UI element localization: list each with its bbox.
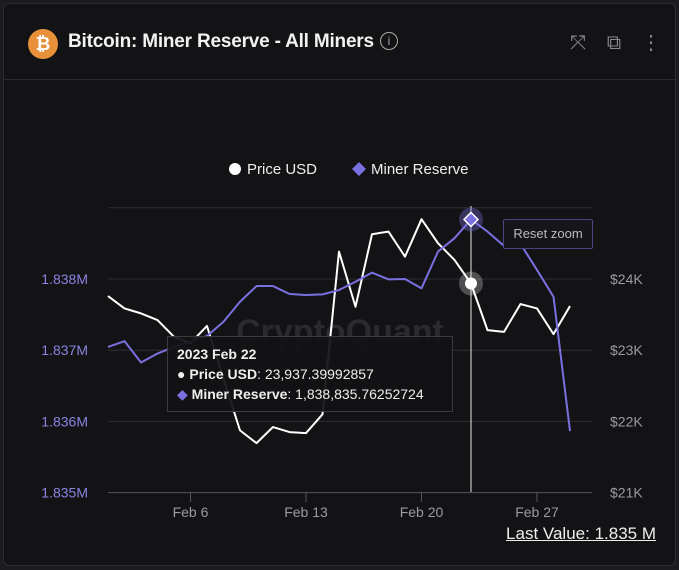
tooltip-reserve-row: ◆ Miner Reserve: 1,838,835.76252724 — [177, 386, 424, 402]
card-header: ₿ Bitcoin: Miner Reserve - All Miners i ⤧… — [4, 4, 675, 80]
tooltip: 2023 Feb 22 ● Price USD: 23,937.39992857… — [167, 336, 453, 412]
chart-title: Bitcoin: Miner Reserve - All Miners i — [68, 31, 398, 53]
tooltip-price-row: ● Price USD: 23,937.39992857 — [177, 366, 374, 382]
x-axis-tick: Feb 6 — [173, 504, 209, 520]
info-icon[interactable]: i — [379, 32, 398, 50]
left-axis-tick: 1.836M — [41, 413, 88, 429]
reserve-marker — [462, 211, 480, 228]
right-axis-tick: $22K — [610, 413, 643, 429]
tooltip-date: 2023 Feb 22 — [177, 346, 257, 362]
price-marker — [465, 277, 477, 290]
last-value-link[interactable]: Last Value: 1.835 M — [506, 524, 656, 543]
legend-circle-icon — [229, 163, 241, 175]
tooltip-reserve-label: Miner Reserve — [191, 386, 288, 402]
right-axis-tick: $24K — [610, 271, 643, 287]
tooltip-price-label: Price USD — [189, 366, 258, 382]
open-external-icon[interactable]: ⧉ — [606, 32, 622, 54]
title-text: Bitcoin: Miner Reserve - All Miners — [68, 31, 374, 52]
left-axis-tick: 1.835M — [41, 485, 88, 501]
x-axis-tick: Feb 20 — [400, 504, 444, 520]
bitcoin-icon: ₿ — [28, 29, 58, 59]
legend-price-usd[interactable]: Price USD — [247, 161, 317, 178]
right-axis-tick: $21K — [610, 485, 643, 501]
diamond-icon: ◆ — [177, 386, 188, 402]
x-axis-tick: Feb 13 — [284, 504, 328, 520]
more-vert-icon[interactable]: ⋮ — [641, 32, 661, 54]
legend-diamond-icon — [352, 162, 366, 176]
chart-card: ₿ Bitcoin: Miner Reserve - All Miners i ⤧… — [3, 3, 676, 566]
fullscreen-icon[interactable]: ⤧ — [570, 32, 586, 54]
left-axis-tick: 1.838M — [41, 271, 88, 287]
right-axis-tick: $23K — [610, 342, 643, 358]
tooltip-price-value: 23,937.39992857 — [264, 366, 374, 382]
x-axis-tick: Feb 27 — [515, 504, 559, 520]
reset-zoom-button[interactable]: Reset zoom — [503, 219, 593, 249]
legend-miner-reserve[interactable]: Miner Reserve — [371, 161, 469, 178]
circle-icon: ● — [177, 366, 186, 382]
left-axis-tick: 1.837M — [41, 342, 88, 358]
tooltip-reserve-value: 1,838,835.76252724 — [295, 386, 424, 402]
